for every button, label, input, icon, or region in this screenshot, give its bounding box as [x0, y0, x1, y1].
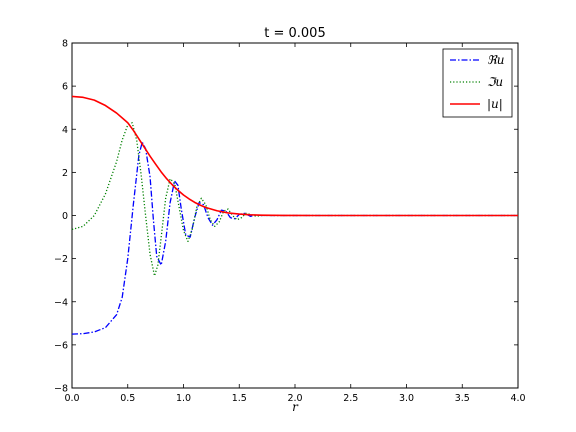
y-tick-label: 6	[62, 82, 68, 93]
y-tick-label: 0	[62, 211, 68, 222]
y-tick-label: 8	[62, 39, 68, 50]
x-tick-label: 1.5	[232, 393, 247, 404]
y-tick-label: 4	[62, 125, 68, 136]
y-tick-label: −4	[54, 297, 68, 308]
legend: ℜu ℑu |u|	[442, 48, 513, 118]
series-line-1	[71, 122, 518, 277]
legend-label-real: ℜu	[487, 53, 505, 67]
x-tick-label: 0.5	[120, 393, 135, 404]
x-tick-label: 4.0	[510, 393, 525, 404]
y-tick-label: −8	[54, 384, 68, 395]
y-tick-label: −2	[54, 254, 68, 265]
legend-label-imag: ℑu	[487, 75, 503, 89]
y-tick-label: −6	[54, 340, 68, 351]
x-tick-label: 2.5	[343, 393, 358, 404]
series-layer	[71, 95, 518, 335]
x-axis-label: r	[292, 400, 299, 414]
x-tick-label: 0.0	[64, 393, 79, 404]
x-tick-label: 1.0	[176, 393, 191, 404]
x-tick-label: 2.0	[287, 393, 302, 404]
x-tick-label: 3.5	[455, 393, 470, 404]
x-tick-label: 3.0	[399, 393, 414, 404]
x-axis: 0.0 0.5 1.0 1.5 2.0 2.5 3.0 3.5 4.0	[64, 43, 526, 404]
legend-label-abs: |u|	[487, 97, 503, 111]
series-line-2	[71, 95, 518, 217]
y-tick-label: 2	[62, 168, 68, 179]
chart-title: t = 0.005	[264, 26, 325, 41]
